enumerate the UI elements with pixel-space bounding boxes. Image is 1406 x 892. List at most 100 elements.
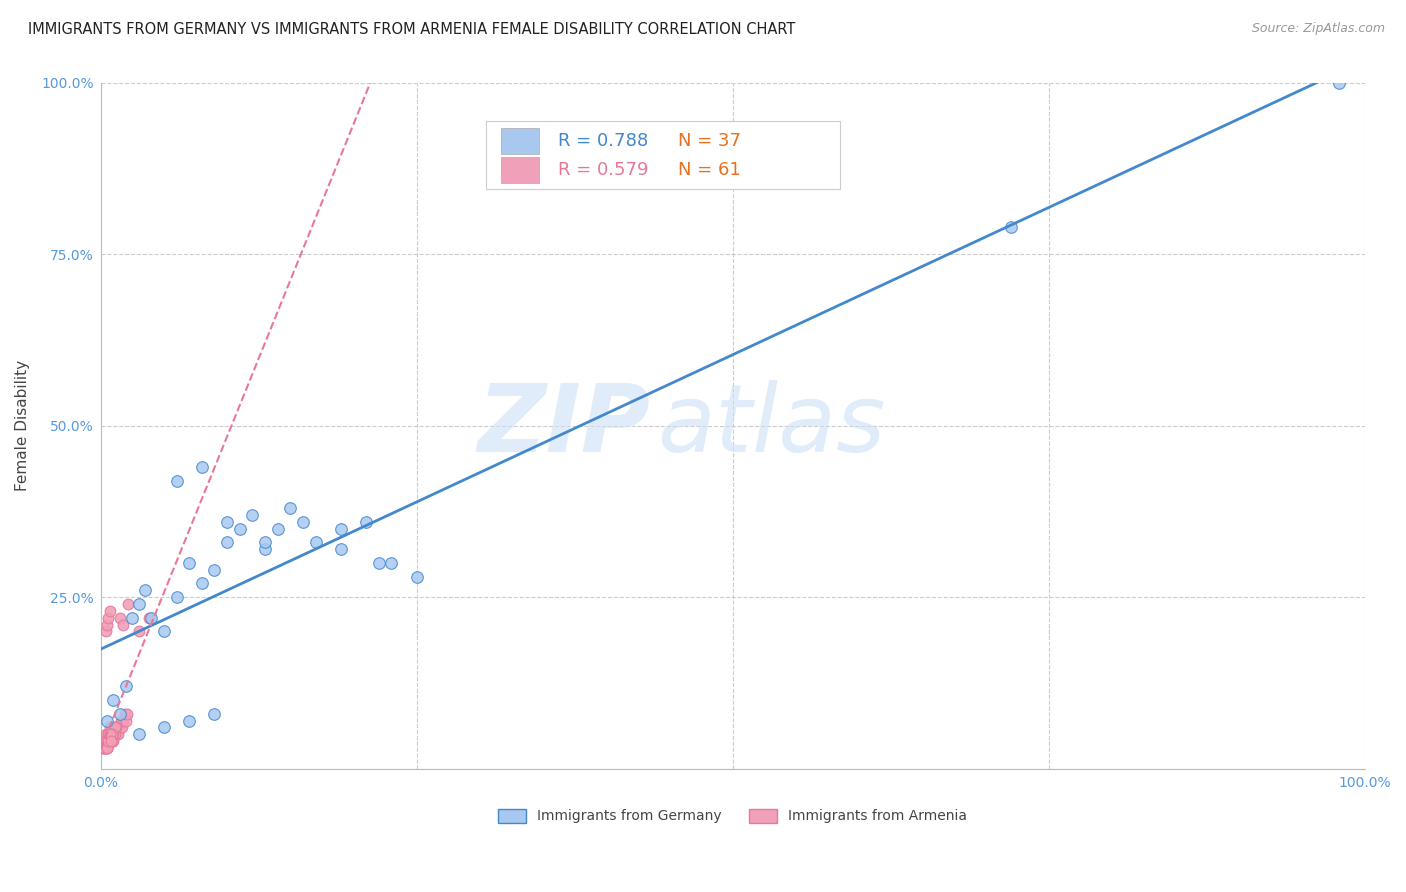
Point [108,611,131,625]
Point [96,741,118,756]
Point [103,721,125,735]
Point [91,741,114,756]
Point [380,556,402,570]
Point [94,734,117,748]
Point [100,727,122,741]
Point [367,556,389,570]
Point [103,693,125,707]
Point [97,734,120,748]
Point [101,727,124,741]
Point [98,727,121,741]
Point [98,604,121,618]
Point [121,611,143,625]
Point [179,556,201,570]
Bar [502,128,540,154]
Point [204,706,226,721]
Point [100,734,122,748]
Point [101,734,124,748]
Text: ZIP: ZIP [478,380,651,472]
Point [329,542,352,557]
Text: IMMIGRANTS FROM GERMANY VS IMMIGRANTS FROM ARMENIA FEMALE DISABILITY CORRELATION: IMMIGRANTS FROM GERMANY VS IMMIGRANTS FR… [28,22,796,37]
Point [114,706,136,721]
Point [93,734,115,748]
Point [96,734,118,748]
Point [94,741,117,756]
Text: Source: ZipAtlas.com: Source: ZipAtlas.com [1251,22,1385,36]
Point [253,535,276,549]
Point [103,721,125,735]
Text: R = 0.579: R = 0.579 [558,161,648,179]
Point [96,741,118,756]
Point [103,727,125,741]
Point [96,741,118,756]
FancyBboxPatch shape [486,120,841,189]
Point [204,563,226,577]
Point [115,706,138,721]
Point [97,734,120,748]
Point [291,515,314,529]
Point [134,583,156,598]
Point [100,734,122,748]
Point [112,714,135,728]
Point [97,727,120,741]
Point [98,727,121,741]
Point [228,522,250,536]
Point [108,706,131,721]
Point [138,611,160,625]
Text: R = 0.788: R = 0.788 [558,132,648,150]
Point [278,501,301,516]
Point [117,597,139,611]
Point [104,721,127,735]
Point [153,624,176,639]
Point [405,569,427,583]
Point [107,727,129,741]
Point [97,611,120,625]
Point [103,734,125,748]
Point [141,611,163,625]
Point [115,679,138,693]
Point [179,714,201,728]
Bar [502,157,540,183]
Point [112,617,135,632]
Point [98,734,121,748]
Point [105,721,128,735]
Y-axis label: Female Disability: Female Disability [15,360,30,491]
Point [97,734,120,748]
Text: N = 61: N = 61 [678,161,741,179]
Point [240,508,263,522]
Point [94,727,117,741]
Point [100,727,122,741]
Point [329,522,352,536]
Point [1329,76,1351,90]
Point [93,741,115,756]
Point [191,459,214,474]
Point [266,522,288,536]
Point [166,474,188,488]
Point [253,542,276,557]
Point [97,727,120,741]
Point [304,535,326,549]
Point [217,535,239,549]
Point [115,714,138,728]
Point [101,721,124,735]
Point [100,734,122,748]
Text: atlas: atlas [657,380,886,471]
Point [354,515,377,529]
Point [96,734,118,748]
Point [103,727,125,741]
Point [94,624,117,639]
Point [128,597,150,611]
Point [96,714,118,728]
Legend: Immigrants from Germany, Immigrants from Armenia: Immigrants from Germany, Immigrants from… [498,808,967,823]
Point [128,727,150,741]
Point [153,721,176,735]
Point [111,721,134,735]
Point [104,727,127,741]
Point [191,576,214,591]
Point [1000,219,1022,234]
Point [217,515,239,529]
Point [94,734,117,748]
Point [103,727,125,741]
Point [96,617,118,632]
Point [110,714,132,728]
